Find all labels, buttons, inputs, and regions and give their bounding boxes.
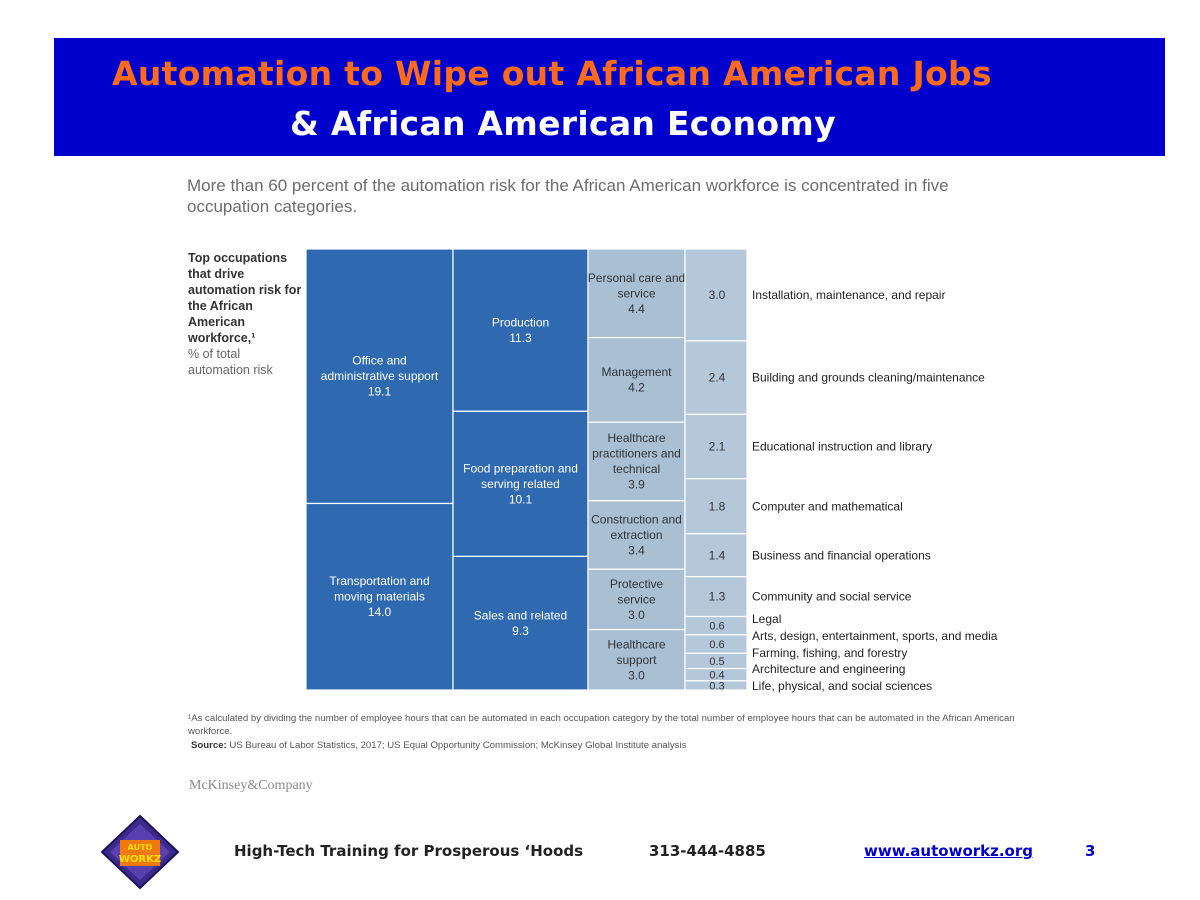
cell-life-physical-and-social-sciences-value: 0.3 [709, 680, 724, 692]
title-line-2: & African American Economy [290, 104, 836, 143]
cell-transportation-and-moving-materials-value: 14.0 [368, 605, 392, 619]
source-text: US Bureau of Labor Statistics, 2017; US … [229, 740, 687, 751]
cell-personal-care-and-service-value: 4.4 [628, 302, 645, 316]
cell-management [587, 337, 686, 423]
title-line-1: Automation to Wipe out African American … [112, 54, 992, 93]
cell-educational-instruction-and-library-value: 2.1 [709, 440, 726, 454]
cell-community-and-social-service-value: 1.3 [709, 590, 726, 604]
cell-farming-fishing-and-forestry-side-label: Farming, fishing, and forestry [752, 646, 907, 660]
cell-life-physical-and-social-sciences-side-label: Life, physical, and social sciences [752, 679, 932, 693]
footer-phone: 313-444-4885 [649, 842, 766, 860]
chart-subtitle: More than 60 percent of the automation r… [187, 176, 949, 216]
cell-arts-design-entertainment-sports-and-media-value: 0.6 [709, 639, 724, 651]
cell-building-and-grounds-cleaning-maintenance-side-label: Building and grounds cleaning/maintenanc… [752, 371, 985, 385]
cell-community-and-social-service [684, 576, 748, 618]
cell-personal-care-and-service [587, 248, 686, 339]
cell-healthcare-practitioners-and-technical-label-line-1: Healthcare [607, 431, 665, 445]
page-number: 3 [1085, 842, 1096, 860]
cell-sales-and-related-label-line-1: Sales and related [474, 608, 567, 622]
cell-management-label-line-1: Management [601, 365, 672, 379]
cell-community-and-social-service-side-label: Community and social service [752, 590, 912, 604]
cell-healthcare-practitioners-and-technical-value: 3.9 [628, 478, 645, 492]
footer-website-link[interactable]: www.autoworkz.org [864, 842, 1033, 860]
cell-production-value: 11.3 [509, 331, 532, 345]
cell-business-and-financial-operations-side-label: Business and financial operations [752, 548, 931, 562]
cell-transportation-and-moving-materials-label-line-1: Transportation and [329, 574, 429, 588]
cell-building-and-grounds-cleaning-maintenance [684, 340, 748, 415]
cell-personal-care-and-service-label-line-1: Personal care and [588, 271, 685, 285]
cell-installation-maintenance-and-repair [684, 248, 748, 342]
cell-healthcare-support-label-line-1: Healthcare [607, 637, 665, 651]
cell-construction-and-extraction [587, 500, 686, 570]
chart-source: Source: US Bureau of Labor Statistics, 2… [191, 740, 686, 751]
cell-sales-and-related-value: 9.3 [512, 624, 529, 638]
cell-farming-fishing-and-forestry-value: 0.5 [709, 656, 724, 668]
cell-legal-value: 0.6 [709, 621, 724, 633]
cell-educational-instruction-and-library-side-label: Educational instruction and library [752, 440, 932, 454]
cell-food-preparation-and-serving-related-label-line-2: serving related [481, 477, 560, 491]
cell-building-and-grounds-cleaning-maintenance-value: 2.4 [709, 371, 726, 385]
cell-legal-side-label: Legal [752, 612, 781, 626]
cell-sales-and-related [452, 555, 589, 691]
cell-transportation-and-moving-materials [305, 502, 454, 691]
side-label-rest: % of total automation risk [188, 347, 273, 377]
cell-office-and-administrative-support-label-line-2: administrative support [321, 369, 439, 383]
cell-food-preparation-and-serving-related [452, 410, 589, 558]
cell-management-value: 4.2 [628, 381, 645, 395]
cell-arts-design-entertainment-sports-and-media-side-label: Arts, design, entertainment, sports, and… [752, 629, 998, 643]
cell-computer-and-mathematical-value: 1.8 [709, 499, 726, 513]
cell-educational-instruction-and-library [684, 413, 748, 480]
cell-protective-service-value: 3.0 [628, 608, 645, 622]
cell-business-and-financial-operations-value: 1.4 [709, 548, 726, 562]
cell-installation-maintenance-and-repair-value: 3.0 [709, 288, 726, 302]
side-label-bold: Top occupations that drive automation ri… [188, 251, 302, 345]
cell-protective-service-label-line-2: service [617, 592, 655, 606]
cell-computer-and-mathematical-side-label: Computer and mathematical [752, 499, 903, 513]
cell-architecture-and-engineering-value: 0.4 [709, 670, 724, 682]
title-banner: Automation to Wipe out African American … [54, 38, 1165, 156]
cell-office-and-administrative-support-value: 19.1 [368, 385, 392, 399]
cell-architecture-and-engineering-side-label: Architecture and engineering [752, 662, 905, 676]
cell-healthcare-practitioners-and-technical-label-line-3: technical [613, 462, 660, 476]
cell-food-preparation-and-serving-related-label-line-1: Food preparation and [463, 461, 578, 475]
cell-healthcare-support-label-line-2: support [616, 653, 657, 667]
cell-office-and-administrative-support-label-line-1: Office and [352, 354, 406, 368]
cell-protective-service-label-line-1: Protective [610, 577, 664, 591]
cell-food-preparation-and-serving-related-value: 10.1 [509, 492, 533, 506]
autoworkz-logo[interactable]: AUTO WORKZ [100, 814, 180, 890]
logo-text-auto: AUTO [128, 843, 153, 852]
chart-side-label: Top occupations that drive automation ri… [188, 250, 304, 378]
cell-construction-and-extraction-value: 3.4 [628, 543, 645, 557]
cell-personal-care-and-service-label-line-2: service [617, 286, 655, 300]
footer-tagline: High-Tech Training for Prosperous ‘Hoods [234, 842, 584, 860]
chart-footnote: ¹As calculated by dividing the number of… [188, 713, 1015, 737]
cell-construction-and-extraction-label-line-1: Construction and [591, 512, 682, 526]
cell-life-physical-and-social-sciences [684, 680, 748, 691]
cell-transportation-and-moving-materials-label-line-2: moving materials [334, 590, 425, 604]
mckinsey-logo-text: McKinsey&Company [189, 778, 313, 793]
cell-construction-and-extraction-label-line-2: extraction [610, 528, 662, 542]
cell-installation-maintenance-and-repair-side-label: Installation, maintenance, and repair [752, 288, 945, 302]
logo-text-workz: WORKZ [119, 854, 161, 865]
cell-office-and-administrative-support [305, 248, 454, 505]
cell-healthcare-practitioners-and-technical-label-line-2: practitioners and [592, 447, 681, 461]
cell-healthcare-support-value: 3.0 [628, 668, 645, 682]
source-label: Source: [191, 740, 227, 751]
cell-production-label-line-1: Production [492, 315, 549, 329]
cell-computer-and-mathematical [684, 478, 748, 535]
